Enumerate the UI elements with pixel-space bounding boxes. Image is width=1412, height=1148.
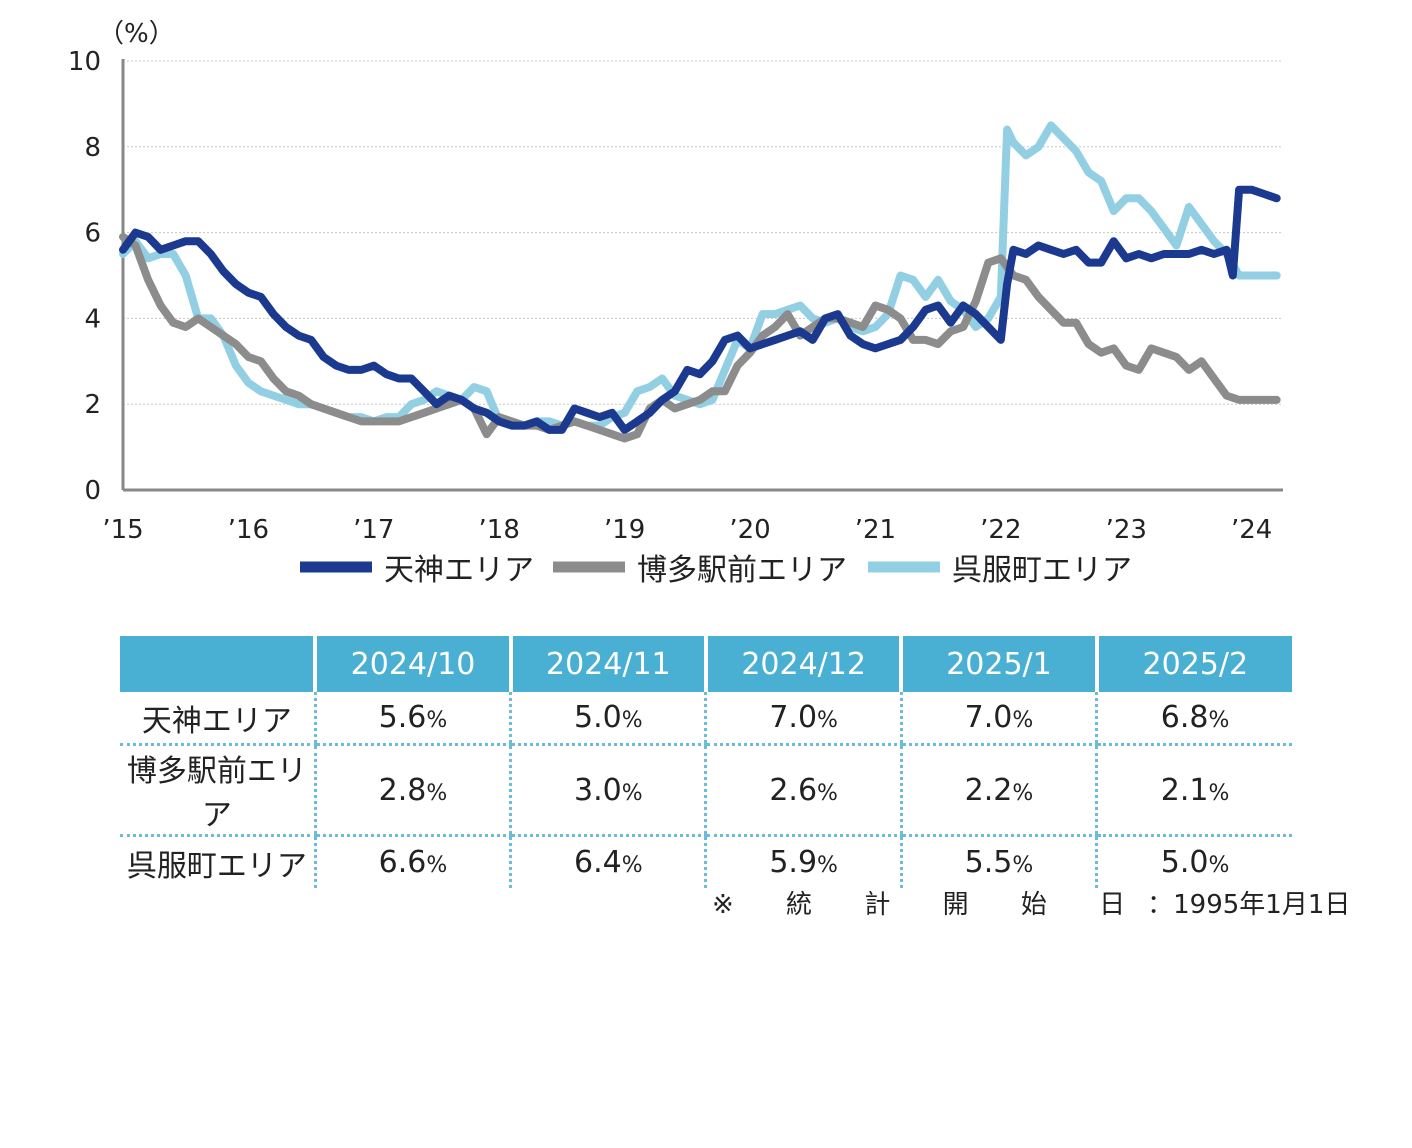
- table-cell: 7.0%: [899, 692, 1097, 746]
- x-tick-label: ’24: [1231, 515, 1272, 545]
- legend-label: 博多駅前エリア: [637, 553, 847, 588]
- y-tick-label: 6: [84, 219, 101, 249]
- x-tick-label: ’15: [102, 515, 143, 545]
- y-unit-label: （%）: [98, 19, 175, 49]
- row-label: 天神エリア: [120, 692, 316, 746]
- header-col: 2025/2: [1094, 636, 1292, 692]
- x-tick-label: ’19: [604, 515, 645, 545]
- table-cell: 6.6%: [313, 835, 511, 888]
- table-cell: 5.6%: [313, 692, 511, 746]
- y-tick-label: 10: [68, 47, 101, 77]
- table-row: 博多駅前エリア 2.8% 3.0% 2.6% 2.2% 2.1%: [120, 744, 1292, 837]
- x-tick-label: ’20: [729, 515, 770, 545]
- series-line: [119, 232, 1281, 443]
- table-cell: 5.0%: [509, 692, 706, 746]
- table-row: 呉服町エリア 6.6% 6.4% 5.9% 5.5% 5.0%: [120, 835, 1292, 888]
- x-tick-label: ’21: [855, 515, 896, 545]
- legend-label: 天神エリア: [384, 553, 534, 588]
- row-label: 呉服町エリア: [126, 848, 307, 884]
- header-corner: [120, 636, 316, 692]
- footnote-separator: ：: [1147, 890, 1174, 920]
- y-tick-label: 0: [84, 476, 101, 506]
- series-line: [119, 185, 1281, 434]
- table-cell: 2.6%: [704, 744, 902, 837]
- vacancy-table: 2024/10 2024/11 2024/12 2025/1 2025/2 天神…: [120, 636, 1292, 888]
- series-line: [119, 121, 1281, 430]
- table-cell: 6.8%: [1095, 692, 1292, 746]
- table-cell: 5.5%: [899, 835, 1097, 888]
- table-cell: 7.0%: [704, 692, 902, 746]
- table-cell: 2.8%: [313, 744, 511, 837]
- header-col: 2024/12: [703, 636, 902, 692]
- header-col: 2024/11: [508, 636, 706, 692]
- x-tick-label: ’17: [353, 515, 394, 545]
- y-tick-label: 8: [84, 133, 101, 163]
- footnote-date: 1995年1月1日: [1173, 890, 1351, 920]
- table-cell: 5.9%: [704, 835, 902, 888]
- series-lines: [119, 121, 1281, 443]
- table-cell: 2.1%: [1095, 744, 1292, 837]
- y-tick-label: 2: [84, 390, 101, 420]
- footnote-label: ※ 統 計 開 始 日: [712, 890, 1148, 920]
- row-label: 博多駅前エリア: [120, 744, 316, 837]
- x-tick-label: ’22: [980, 515, 1021, 545]
- legend-label: 呉服町エリア: [952, 553, 1132, 588]
- y-tick-label: 4: [84, 304, 101, 334]
- x-tick-label: ’23: [1106, 515, 1147, 545]
- footnote: ※ 統 計 開 始 日：1995年1月1日: [712, 884, 1350, 921]
- table-cell: 5.0%: [1095, 835, 1292, 888]
- axes: 0 2 4 6 8 10 ’15 ’16 ’17 ’18 ’19 ’20 ’21 ’22 ’23 ’24: [68, 47, 1283, 545]
- legend: 天神エリア 博多駅前エリア 呉服町エリア: [300, 553, 1132, 588]
- x-tick-label: ’18: [479, 515, 520, 545]
- table-cell: 6.4%: [509, 835, 706, 888]
- table-row: 天神エリア 5.6% 5.0% 7.0% 7.0% 6.8%: [120, 692, 1292, 746]
- header-col: 2025/1: [899, 636, 1097, 692]
- line-chart: 0 2 4 6 8 10 ’15 ’16 ’17 ’18 ’19 ’20 ’21 ’22 ’23 ’24 （%…: [68, 19, 1283, 588]
- table-header-row: 2024/10 2024/11 2024/12 2025/1 2025/2: [120, 636, 1292, 692]
- header-col: 2024/10: [313, 636, 511, 692]
- table-cell: 2.2%: [899, 744, 1097, 837]
- x-tick-label: ’16: [228, 515, 269, 545]
- table-cell: 3.0%: [509, 744, 706, 837]
